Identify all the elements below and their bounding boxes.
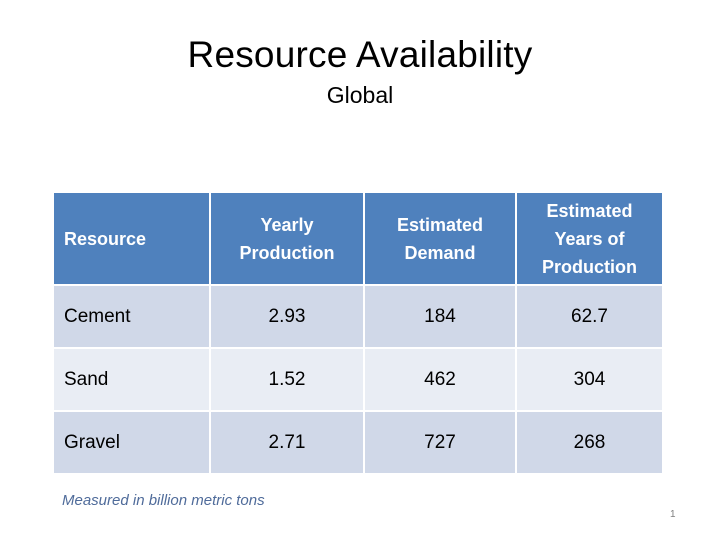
table-row: Sand 1.52 462 304 (52, 347, 664, 412)
cell-estimated-years: 62.7 (515, 284, 664, 349)
cell-estimated-demand: 184 (363, 284, 517, 349)
resource-table: Resource Yearly Production Estimated Dem… (52, 191, 664, 475)
header-estimated-years: Estimated Years of Production (515, 191, 664, 286)
page-number: 1 (670, 509, 676, 520)
table-row: Cement 2.93 184 62.7 (52, 284, 664, 349)
slide-subtitle: Global (326, 82, 394, 108)
cell-yearly-production: 1.52 (209, 347, 365, 412)
cell-resource: Sand (52, 347, 211, 412)
header-yearly-production: Yearly Production (209, 191, 365, 286)
units-note: Measured in billion metric tons (62, 492, 265, 509)
cell-estimated-demand: 727 (363, 410, 517, 475)
cell-estimated-years: 268 (515, 410, 664, 475)
header-estimated-demand: Estimated Demand (363, 191, 517, 286)
cell-estimated-demand: 462 (363, 347, 517, 412)
table-header-row: Resource Yearly Production Estimated Dem… (52, 191, 664, 286)
cell-resource: Cement (52, 284, 211, 349)
slide-title: Resource Availability (187, 34, 533, 75)
cell-yearly-production: 2.93 (209, 284, 365, 349)
cell-estimated-years: 304 (515, 347, 664, 412)
cell-resource: Gravel (52, 410, 211, 475)
header-resource: Resource (52, 191, 211, 286)
cell-yearly-production: 2.71 (209, 410, 365, 475)
table-row: Gravel 2.71 727 268 (52, 410, 664, 475)
